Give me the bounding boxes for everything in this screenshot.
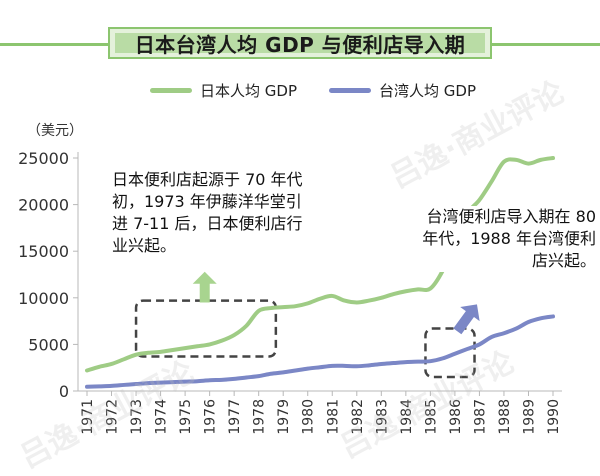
x-tick-label: 1980 [301,399,317,435]
y-tick-label: 5000 [28,335,69,354]
y-tick-label: 0 [59,382,69,401]
chart-title: 日本台湾人均 GDP 与便利店导入期 [115,33,485,57]
x-tick-label: 1973 [129,399,145,435]
title-rule-left [0,43,108,46]
japan-highlight-box [134,299,278,358]
x-tick-label: 1981 [325,399,341,435]
x-tick-label: 1985 [423,399,439,435]
x-axis: 1971 1972 1973 1974 1975 1976 1977 1978 1979 1980… [78,390,562,435]
x-tick-label: 1983 [374,399,390,435]
legend-item-taiwan: 台湾人均 GDP [329,80,476,101]
x-tick-label: 1976 [203,399,219,435]
japan-up-arrow [192,271,217,303]
taiwan-annotation: 台湾便利店导入期在 80 年代，1988 年台湾便利店兴起。 [410,206,596,272]
japan-annotation: 日本便利店起源于 70 年代初，1973 年伊藤洋华堂引进 7-11 后，日本便… [112,169,312,257]
highlight-boxes [134,299,476,379]
legend-swatch-taiwan [329,88,371,93]
legend-label-taiwan: 台湾人均 GDP [379,82,476,100]
legend-label-japan: 日本人均 GDP [200,82,297,100]
legend-item-japan: 日本人均 GDP [150,80,297,101]
annotation-arrows [192,271,480,335]
legend-swatch-japan [150,88,192,93]
taiwan-gdp-line [85,314,555,389]
y-tick-label: 20000 [18,196,69,215]
x-tick-label: 1979 [276,399,292,435]
chart-title-bar: 日本台湾人均 GDP 与便利店导入期 [0,27,600,61]
x-tick-label: 1972 [105,399,121,435]
chart-title-box: 日本台湾人均 GDP 与便利店导入期 [108,27,492,59]
y-tick-label: 15000 [18,242,69,261]
y-tick-label: 10000 [18,289,69,308]
x-tick-label: 1977 [227,399,243,435]
x-tick-label: 1987 [472,399,488,435]
y-axis: 0 5000 10000 15000 20000 25000 [18,149,79,401]
taiwan-up-arrow-group [453,304,480,335]
taiwan-up-arrow [453,304,480,335]
x-tick-label: 1990 [546,399,562,435]
x-tick-label: 1984 [399,399,415,435]
taiwan-highlight-box [424,327,476,379]
x-tick-label: 1978 [252,399,268,435]
y-tick-label: 25000 [18,149,69,168]
series-lines [85,156,555,389]
y-axis-unit-label: （美元） [27,123,83,139]
x-tick-label: 1974 [154,399,170,435]
legend: 日本人均 GDP 台湾人均 GDP [150,80,508,101]
x-tick-label: 1971 [80,399,96,435]
x-tick-label: 1986 [448,399,464,435]
x-tick-label: 1982 [350,399,366,435]
title-rule-right [492,43,600,46]
japan-gdp-line [85,156,555,373]
x-tick-label: 1988 [497,399,513,435]
x-tick-label: 1975 [178,399,194,435]
x-tick-label: 1989 [521,399,537,435]
